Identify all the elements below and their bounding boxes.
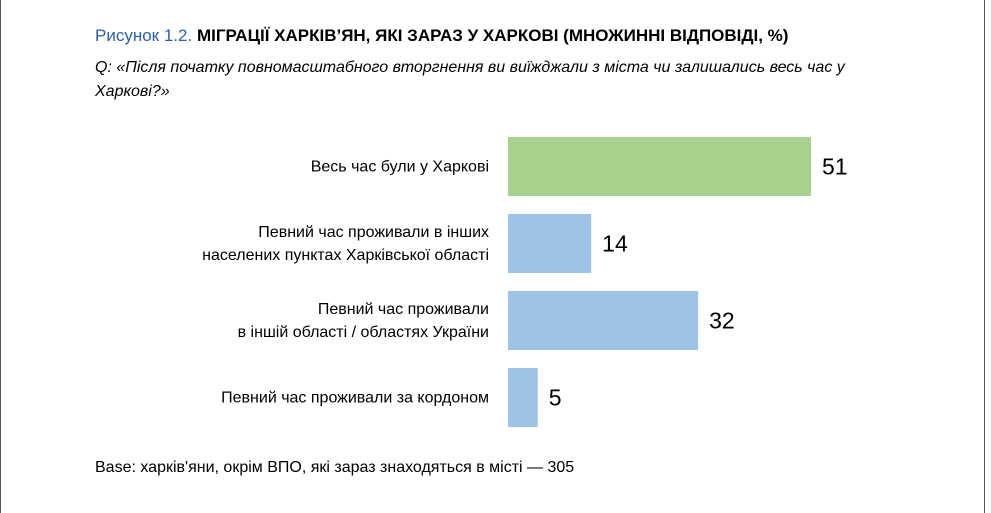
value-label: 51 bbox=[822, 153, 848, 179]
category-label: Певний час проживали в іншій області / о… bbox=[237, 300, 489, 341]
bar bbox=[508, 368, 538, 427]
category-label: Певний час проживали за кордоном bbox=[221, 389, 489, 406]
chart-title: МІГРАЦІЇ ХАРКІВ’ЯН, ЯКІ ЗАРАЗ У ХАРКОВІ … bbox=[196, 26, 789, 45]
subtitle: Q: «Після початку повномасштабного вторг… bbox=[95, 59, 845, 100]
bar bbox=[508, 137, 811, 196]
bar bbox=[508, 291, 699, 350]
footnote: Base: харків'яни, окрім ВПО, які зараз з… bbox=[95, 459, 575, 476]
value-label: 14 bbox=[602, 230, 628, 256]
figure-label: Рисунок 1.2. bbox=[95, 26, 193, 45]
bar bbox=[508, 214, 592, 273]
value-label: 5 bbox=[548, 384, 562, 410]
title-line: Рисунок 1.2. МІГРАЦІЇ ХАРКІВ’ЯН, ЯКІ ЗАР… bbox=[95, 26, 788, 46]
category-label: Весь час були у Харкові bbox=[310, 158, 489, 175]
value-label: 32 bbox=[709, 307, 735, 333]
category-label: Певний час проживали в інших населених п… bbox=[202, 223, 489, 264]
